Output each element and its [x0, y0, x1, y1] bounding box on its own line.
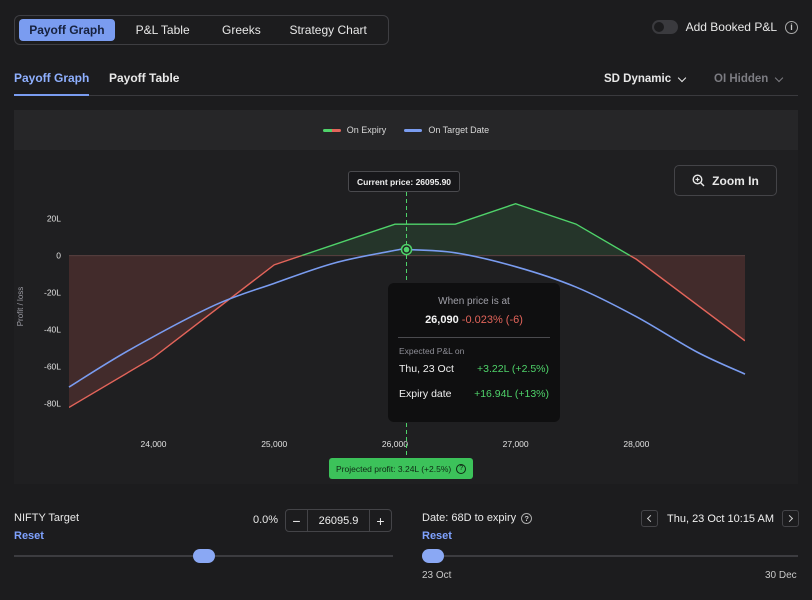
- view-tab-group: Payoff Graph P&L Table Greeks Strategy C…: [14, 15, 389, 45]
- tooltip-divider: [398, 337, 550, 338]
- tooltip-row-key: Expiry date: [399, 388, 452, 400]
- target-reset-button[interactable]: Reset: [14, 530, 44, 542]
- zoom-in-label: Zoom In: [712, 173, 759, 188]
- current-price-marker-dot: [403, 246, 410, 253]
- tab-payoff-graph[interactable]: Payoff Graph: [19, 19, 115, 41]
- prev-date-button[interactable]: [641, 510, 658, 527]
- projected-profit-text: Projected profit: 3.24L (+2.5%): [336, 463, 452, 474]
- date-label: Date: 68D to expiry ?: [422, 512, 533, 524]
- payoff-chart[interactable]: Profit / loss 20L 0 -20L -40L -60L -80L 24,000 2…: [14, 110, 798, 484]
- zoom-in-button[interactable]: Zoom In: [674, 165, 777, 196]
- sd-dropdown-label: SD Dynamic: [604, 73, 672, 85]
- tooltip-row-target: Thu, 23 Oct +3.22L (+2.5%): [399, 363, 549, 375]
- x-tick-label: 28,000: [623, 439, 649, 449]
- slider-thumb[interactable]: [192, 549, 215, 563]
- tooltip-row-value: +16.94L (+13%): [474, 388, 549, 400]
- x-tick-label: 27,000: [503, 439, 529, 449]
- tooltip-row-expiry: Expiry date +16.94L (+13%): [399, 388, 549, 400]
- nifty-target-label: NIFTY Target: [14, 512, 80, 524]
- help-icon[interactable]: ?: [521, 512, 533, 524]
- tooltip-price: 26,090: [425, 314, 459, 326]
- tab-pnl-table[interactable]: P&L Table: [135, 23, 190, 37]
- current-price-label: Current price: 26095.90: [348, 171, 461, 192]
- legend-label: On Target Date: [428, 125, 490, 135]
- x-tick-label: 25,000: [261, 439, 287, 449]
- y-tick-label: -80L: [44, 399, 61, 409]
- target-price-slider[interactable]: [14, 548, 393, 564]
- date-reset-button[interactable]: Reset: [422, 530, 452, 542]
- zoom-in-icon: [692, 174, 705, 187]
- date-slider[interactable]: [422, 548, 798, 564]
- chevron-left-icon: [646, 514, 655, 523]
- date-label-text: Date: 68D to expiry: [422, 512, 517, 524]
- tooltip-header: When price is at: [438, 296, 510, 307]
- booked-pnl-control: Add Booked P&L i: [651, 20, 798, 34]
- booked-pnl-toggle[interactable]: [651, 20, 678, 34]
- tooltip-row-value: +3.22L (+2.5%): [477, 363, 549, 375]
- tooltip-price-change: -0.023% (-6): [461, 314, 523, 326]
- legend-swatch: [404, 128, 423, 132]
- date-slider-start: 23 Oct: [422, 570, 452, 581]
- y-tick-label: -40L: [44, 325, 61, 335]
- oi-dropdown-label: OI Hidden: [714, 73, 769, 85]
- on-expiry-line-profit: [299, 202, 632, 256]
- legend-on-target-date[interactable]: On Target Date: [404, 125, 489, 135]
- chevron-right-icon: [785, 514, 794, 523]
- tooltip-expected-label: Expected P&L on: [399, 346, 465, 356]
- y-tick-label: -60L: [44, 362, 61, 372]
- slider-thumb[interactable]: [422, 549, 444, 563]
- y-axis-label: Profit / loss: [16, 287, 25, 327]
- oi-hidden-dropdown[interactable]: OI Hidden: [714, 73, 784, 85]
- subtab-payoff-graph[interactable]: Payoff Graph: [14, 71, 90, 96]
- tab-strategy-chart[interactable]: Strategy Chart: [289, 23, 367, 37]
- tab-greeks[interactable]: Greeks: [222, 23, 261, 37]
- payoff-chart-panel: On Expiry On Target Date Profit / loss 20…: [14, 110, 798, 484]
- y-tick-label: 0: [56, 251, 61, 261]
- chevron-down-icon: [775, 73, 784, 82]
- legend-label: On Expiry: [346, 125, 387, 135]
- y-tick-label: 20L: [47, 214, 61, 224]
- subtab-payoff-table[interactable]: Payoff Table: [109, 71, 180, 85]
- sd-dynamic-dropdown[interactable]: SD Dynamic: [604, 73, 687, 85]
- chart-legend: On Expiry On Target Date: [14, 110, 798, 150]
- increment-button[interactable]: +: [376, 512, 385, 529]
- target-percent: 0.0%: [253, 514, 279, 526]
- tooltip-price-row: 26,090 -0.023% (-6): [388, 314, 560, 326]
- tooltip-row-key: Thu, 23 Oct: [399, 363, 454, 375]
- x-tick-label: 24,000: [141, 439, 167, 449]
- legend-swatch: [322, 128, 341, 132]
- on-expiry-line-loss: [69, 255, 745, 409]
- next-date-button[interactable]: [782, 510, 799, 527]
- target-price-stepper[interactable]: − 26095.9 +: [285, 509, 392, 532]
- help-icon[interactable]: ?: [456, 463, 467, 474]
- price-tooltip: When price is at 26,090 -0.023% (-6) Exp…: [388, 283, 560, 422]
- projected-profit-badge[interactable]: Projected profit: 3.24L (+2.5%) ?: [329, 458, 474, 479]
- target-datetime: Thu, 23 Oct 10:15 AM: [667, 513, 775, 525]
- target-price-input[interactable]: 26095.9: [307, 510, 370, 531]
- sub-tab-bar: Payoff Graph Payoff Table SD Dynamic OI …: [14, 62, 798, 96]
- x-tick-label: 26,000: [382, 439, 408, 449]
- legend-on-expiry[interactable]: On Expiry: [322, 125, 387, 135]
- slider-track: [422, 555, 798, 557]
- chevron-down-icon: [677, 73, 687, 82]
- booked-pnl-label: Add Booked P&L: [685, 20, 777, 34]
- date-slider-end: 30 Dec: [765, 570, 797, 581]
- decrement-button[interactable]: −: [292, 512, 301, 529]
- y-tick-label: -20L: [44, 288, 61, 298]
- info-icon[interactable]: i: [785, 20, 798, 34]
- loss-area: [69, 255, 745, 408]
